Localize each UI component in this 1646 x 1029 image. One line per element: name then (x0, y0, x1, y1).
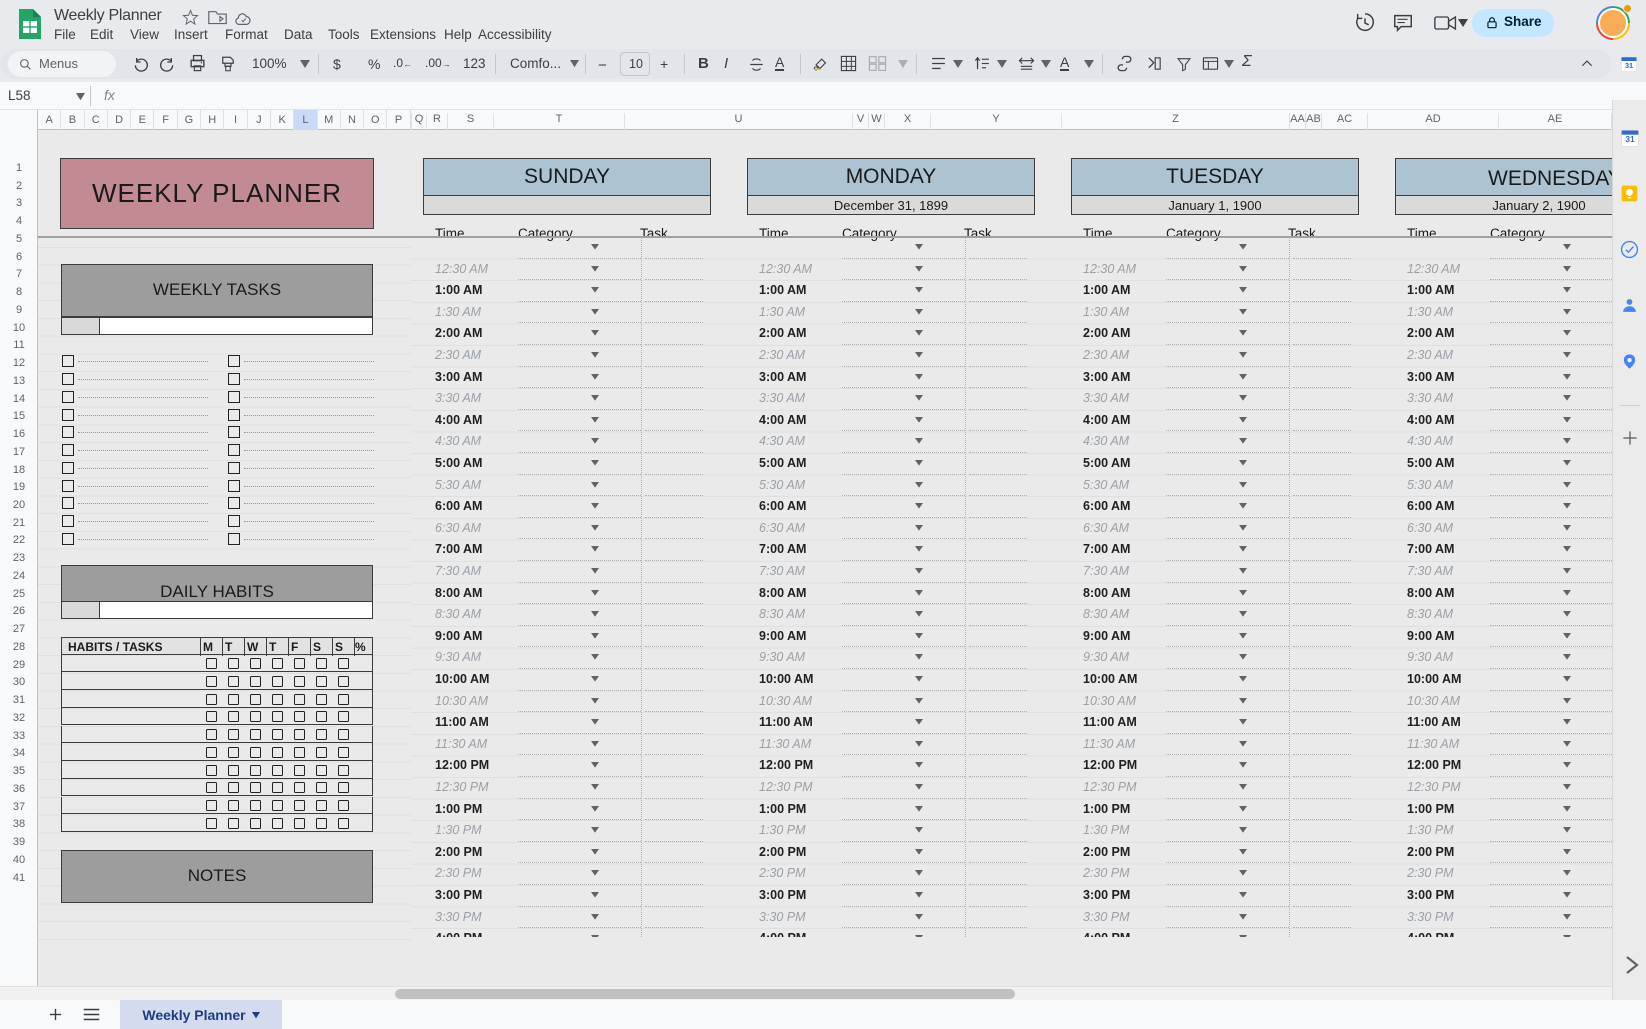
svg-text:31: 31 (1625, 61, 1633, 70)
svg-text:31: 31 (1625, 134, 1635, 144)
